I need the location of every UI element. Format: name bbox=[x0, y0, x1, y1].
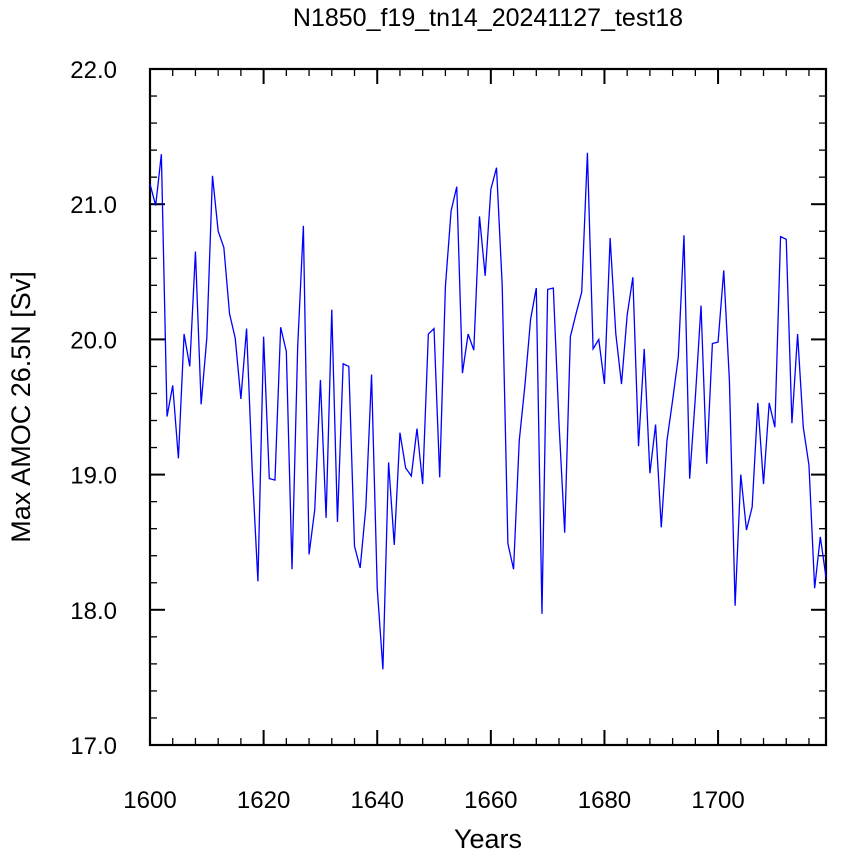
x-axis-label: Years bbox=[454, 824, 522, 854]
chart-title: N1850_f19_tn14_20241127_test18 bbox=[293, 4, 683, 32]
y-tick-label: 22.0 bbox=[70, 57, 117, 84]
x-tick-label: 1680 bbox=[578, 787, 631, 814]
y-tick-label: 21.0 bbox=[70, 192, 117, 219]
y-tick-label: 18.0 bbox=[70, 598, 117, 625]
minor-ticks bbox=[150, 69, 826, 745]
x-tick-label: 1640 bbox=[351, 787, 404, 814]
x-tick-label: 1700 bbox=[691, 787, 744, 814]
x-tick-label: 1620 bbox=[237, 787, 290, 814]
y-tick-label: 19.0 bbox=[70, 463, 117, 490]
y-tick-label: 20.0 bbox=[70, 327, 117, 354]
y-axis: 17.0 18.0 19.0 20.0 21.0 22.0 bbox=[70, 57, 826, 760]
x-axis: 1600 1620 1640 1660 1680 1700 bbox=[123, 69, 745, 814]
y-tick-label: 17.0 bbox=[70, 733, 117, 760]
series-line-amoc bbox=[149, 152, 827, 670]
plot-border bbox=[148, 67, 828, 747]
x-tick-label: 1600 bbox=[123, 787, 176, 814]
plot-frame bbox=[148, 67, 828, 747]
y-axis-label: Max AMOC 26.5N [Sv] bbox=[6, 271, 36, 543]
x-tick-label: 1660 bbox=[464, 787, 517, 814]
